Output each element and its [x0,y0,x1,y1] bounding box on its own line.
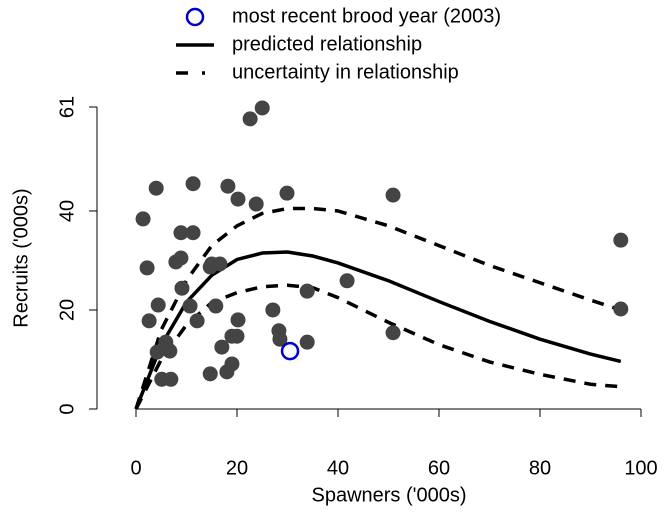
point [230,191,246,207]
y-tick-label: 0 [56,403,78,414]
point [185,176,201,192]
curve [134,250,622,410]
point [613,232,629,248]
point [185,225,201,241]
y-tick-label: 61 [56,96,78,118]
point [224,356,240,372]
point [299,334,315,350]
point [150,297,166,313]
point [385,325,401,341]
point [163,371,179,387]
point [265,302,281,318]
point [272,331,288,347]
point [299,283,315,299]
point [212,256,228,272]
point [173,250,189,266]
point [135,211,151,227]
point [254,100,270,116]
point [173,225,189,241]
legend-label: predicted relationship [232,33,422,55]
point [220,178,236,194]
x-tick-label: 20 [226,457,248,479]
point [189,313,205,329]
point [613,301,629,317]
point [174,280,190,296]
x-tick-label: 60 [428,457,450,479]
x-tick-label: 80 [529,457,551,479]
point [230,312,246,328]
curve [134,206,622,410]
point [149,344,165,360]
point [158,334,174,350]
y-axis-label: Recruits ('000s) [10,188,32,327]
point [202,366,218,382]
point [280,341,300,361]
y-tick-label: 20 [56,299,78,321]
x-axis-label: Spawners ('000s) [312,484,467,506]
legend-label: uncertainty in relationship [232,61,459,83]
point [182,298,198,314]
point [229,328,245,344]
point [279,185,295,201]
legend-label: most recent brood year (2003) [232,5,501,27]
x-tick-label: 100 [624,457,657,479]
x-tick-label: 0 [130,457,141,479]
x-tick-label: 40 [327,457,349,479]
y-tick-label: 40 [56,200,78,222]
point [339,273,355,289]
point [248,196,264,212]
legend-swatch [185,7,205,27]
point [139,260,155,276]
point [385,187,401,203]
point [208,298,224,314]
point [242,111,258,127]
point [141,313,157,329]
point [214,339,230,355]
point [148,180,164,196]
